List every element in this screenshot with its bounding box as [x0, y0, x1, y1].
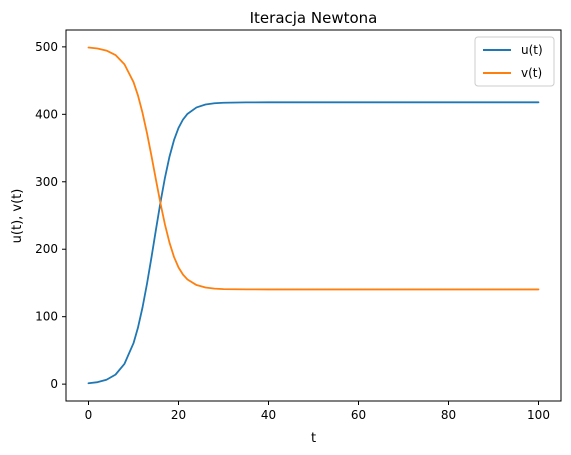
y-tick-label: 0 — [50, 377, 58, 391]
y-tick-label: 500 — [35, 40, 58, 54]
x-tick-label: 0 — [85, 408, 93, 422]
y-tick-label: 200 — [35, 242, 58, 256]
plot-frame — [65, 29, 562, 402]
series-line-v — [87, 46, 540, 291]
x-tick-label: 40 — [261, 408, 276, 422]
y-tick-label: 400 — [35, 107, 58, 121]
x-tick-label: 100 — [527, 408, 550, 422]
series-layer — [87, 46, 540, 385]
legend-label-u: u(t) — [521, 43, 543, 57]
y-tick-label: 300 — [35, 175, 58, 189]
legend: u(t) v(t) — [474, 36, 555, 87]
series-line-u — [87, 101, 540, 385]
x-axis-label: t — [311, 431, 316, 446]
x-tick-label: 80 — [441, 408, 456, 422]
x-axis-ticks: 0 20 40 60 80 100 — [85, 401, 550, 422]
chart-title: Iteracja Newtona — [250, 9, 378, 27]
y-axis-ticks: 0 100 200 300 400 500 — [35, 40, 66, 391]
x-tick-label: 60 — [351, 408, 366, 422]
x-tick-label: 20 — [171, 408, 186, 422]
y-tick-label: 100 — [35, 310, 58, 324]
legend-label-v: v(t) — [521, 66, 542, 80]
y-axis-label: u(t), v(t) — [10, 189, 25, 244]
